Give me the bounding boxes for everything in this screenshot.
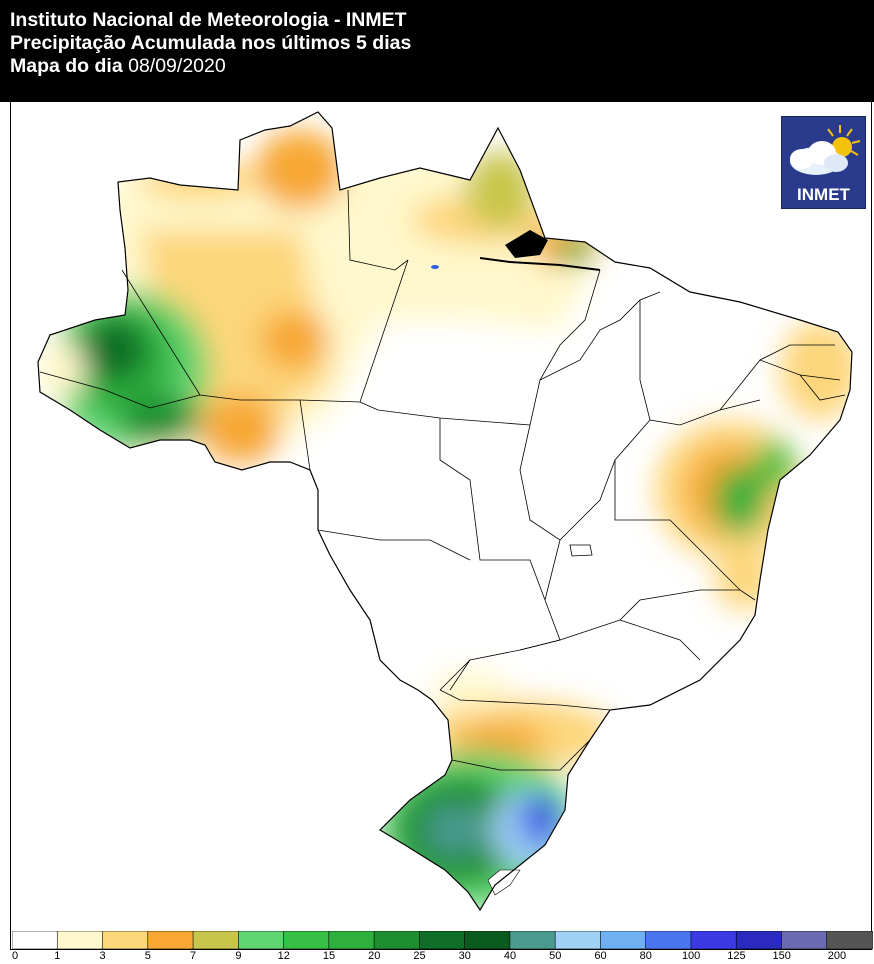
cloud-sun-icon <box>790 125 861 175</box>
legend-tick-label: 200 <box>827 950 847 962</box>
legend-tick-label: 40 <box>503 950 517 962</box>
legend-tick-label: 50 <box>549 950 562 962</box>
map-date-label: Mapa do dia <box>10 55 123 77</box>
legend-tick-label: 100 <box>681 950 701 962</box>
institution-title: Instituto Nacional de Meteorologia - INM… <box>10 9 407 31</box>
legend-tick-label: 30 <box>458 950 471 962</box>
legend-swatch <box>147 931 194 950</box>
legend-tick-label: 7 <box>190 950 197 962</box>
legend-tick-label: 80 <box>639 950 652 962</box>
river-mark <box>431 265 439 269</box>
legend-swatch <box>419 931 466 950</box>
logo-text: INMET <box>797 185 850 204</box>
marajo-island <box>505 230 548 258</box>
legend-swatch <box>600 931 647 950</box>
map-frame <box>10 102 872 950</box>
legend-swatch <box>509 931 556 950</box>
legend-swatch <box>328 931 375 950</box>
legend-swatch <box>102 931 149 950</box>
legend-swatch <box>12 931 59 950</box>
legend-swatch <box>781 931 828 950</box>
legend-swatch <box>56 931 104 950</box>
legend-tick-label: 12 <box>277 950 290 962</box>
legend-swatch <box>283 931 330 950</box>
legend-swatch <box>826 931 873 950</box>
legend-tick-label: 150 <box>772 950 791 962</box>
legend-tick-label: 3 <box>99 950 106 962</box>
legend-swatch <box>464 931 511 950</box>
amazon-delta <box>479 257 601 271</box>
state-boundaries <box>39 189 846 771</box>
legend-tick-label: 15 <box>322 950 336 962</box>
legend-swatch <box>735 931 783 950</box>
legend-tick-label: 0 <box>12 950 19 962</box>
legend-tick-label: 125 <box>727 950 746 962</box>
legend-swatch <box>645 931 692 950</box>
legend-tick-label: 60 <box>594 950 607 962</box>
legend-tick-label: 5 <box>144 950 151 962</box>
lagoa-dos-patos <box>487 869 521 896</box>
precipitation-field <box>38 112 852 910</box>
map-date-value: 08/09/2020 <box>128 55 226 77</box>
legend-swatch <box>690 931 738 950</box>
legend-swatch <box>238 931 285 950</box>
legend-swatch <box>192 931 240 950</box>
inmet-logo: INMET <box>781 116 866 209</box>
legend-tick-label: 1 <box>54 950 61 962</box>
legend-tick-label: 20 <box>368 950 381 962</box>
title-bar: Instituto Nacional de Meteorologia - INM… <box>0 0 874 102</box>
legend-swatch <box>554 931 602 950</box>
legend-tick-label: 25 <box>413 950 426 962</box>
map-subtitle: Precipitação Acumulada nos últimos 5 dia… <box>10 32 412 54</box>
legend-swatch <box>373 931 421 950</box>
precipitation-legend <box>12 931 873 950</box>
map-date-line: Mapa do dia 08/09/2020 <box>10 55 226 78</box>
legend-tick-label: 9 <box>235 950 242 962</box>
brazil-outline <box>37 111 853 912</box>
